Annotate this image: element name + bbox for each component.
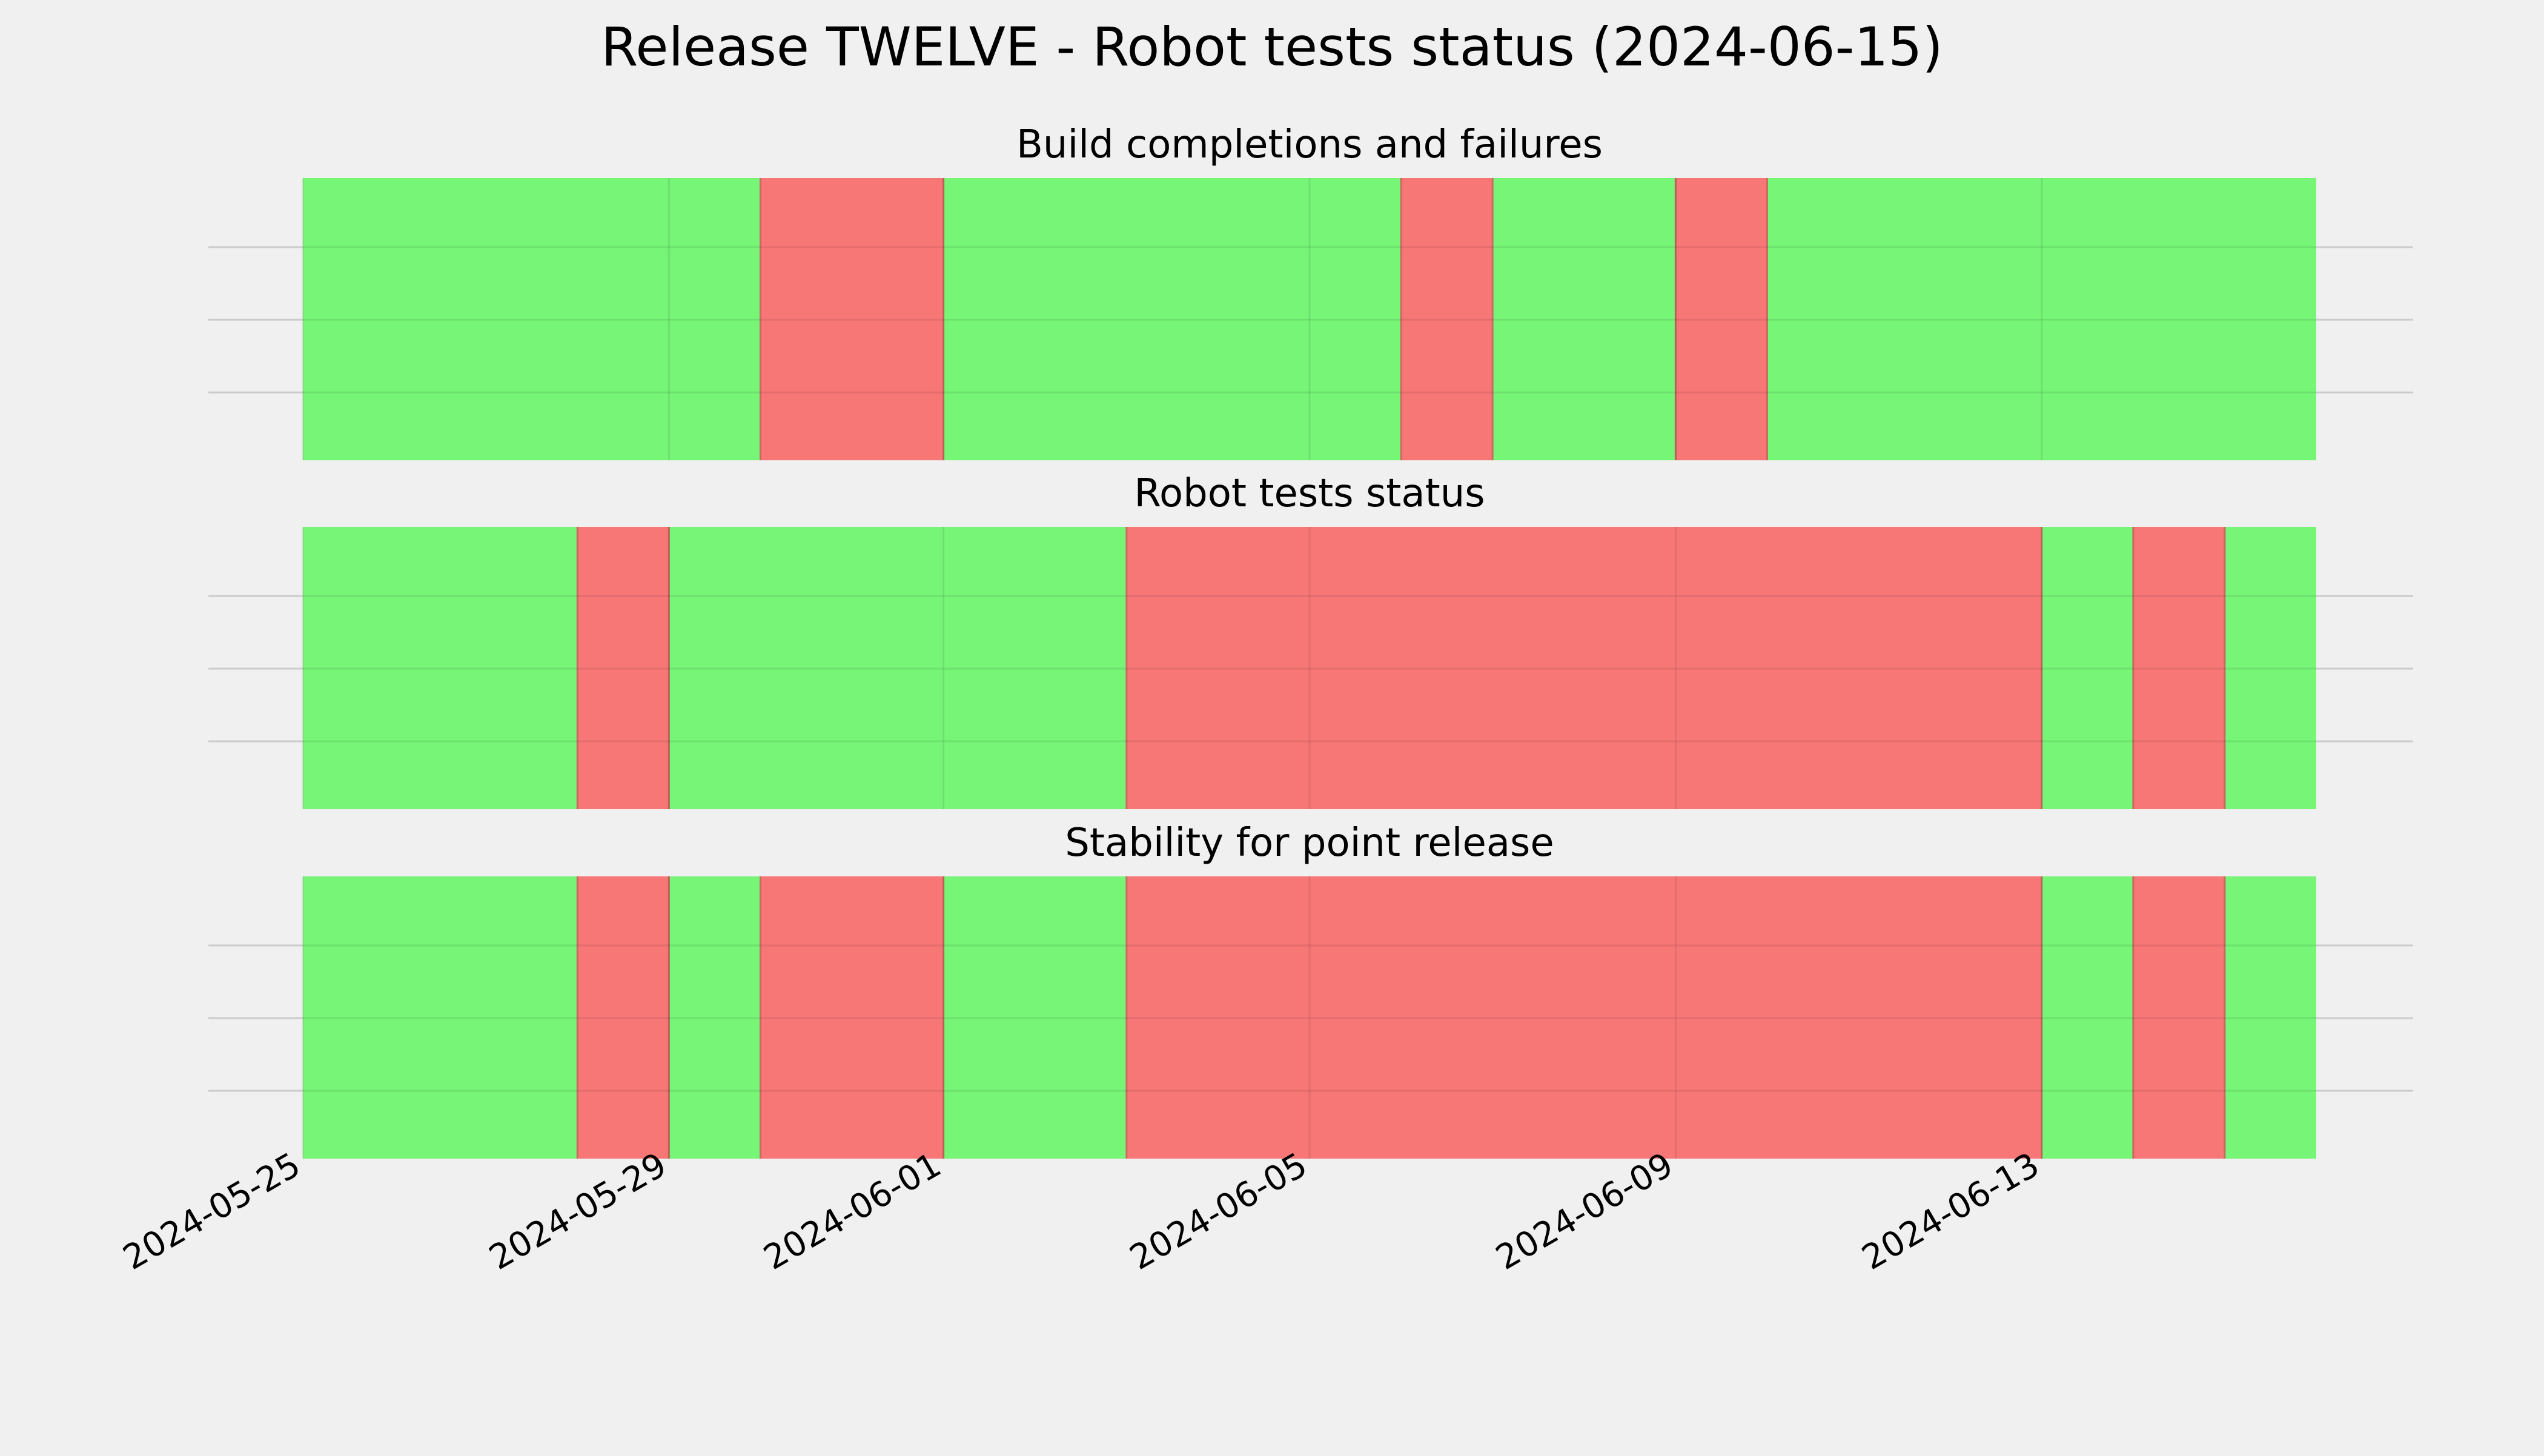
panel-title: Robot tests status [1134,471,1485,516]
panel-1: Build completions and failures [208,122,2413,460]
status-segment-pass [303,876,578,1159]
panel-title: Build completions and failures [1016,122,1603,167]
status-segment-fail [760,876,944,1159]
status-segment-pass [669,876,761,1159]
panels: Build completions and failures Robot test… [208,122,2413,1159]
status-segment-fail [577,876,669,1159]
status-segment-fail [2133,527,2225,809]
chart-title: Release TWELVE - Robot tests status (202… [601,16,1943,78]
status-segment-pass [2041,876,2133,1159]
panel-3: Stability for point release [208,821,2413,1159]
status-segment-pass [2224,527,2316,809]
status-segment-pass [2224,876,2316,1159]
status-segment-fail [1126,876,2042,1159]
status-segment-pass [669,527,1127,809]
status-segment-pass [943,178,1402,460]
panel-2: Robot tests status [208,471,2413,809]
status-segment-fail [1126,527,2042,809]
status-segment-fail [1675,178,1767,460]
status-segment-pass [1767,178,2316,460]
status-segment-pass [303,178,761,460]
status-segment-pass [2041,527,2133,809]
status-segment-pass [1492,178,1676,460]
status-segment-pass [303,527,578,809]
panel-title: Stability for point release [1065,821,1554,865]
status-segment-pass [943,876,1127,1159]
status-segment-fail [1401,178,1493,460]
status-segment-fail [2133,876,2225,1159]
status-segment-fail [760,178,944,460]
status-segment-fail [577,527,669,809]
